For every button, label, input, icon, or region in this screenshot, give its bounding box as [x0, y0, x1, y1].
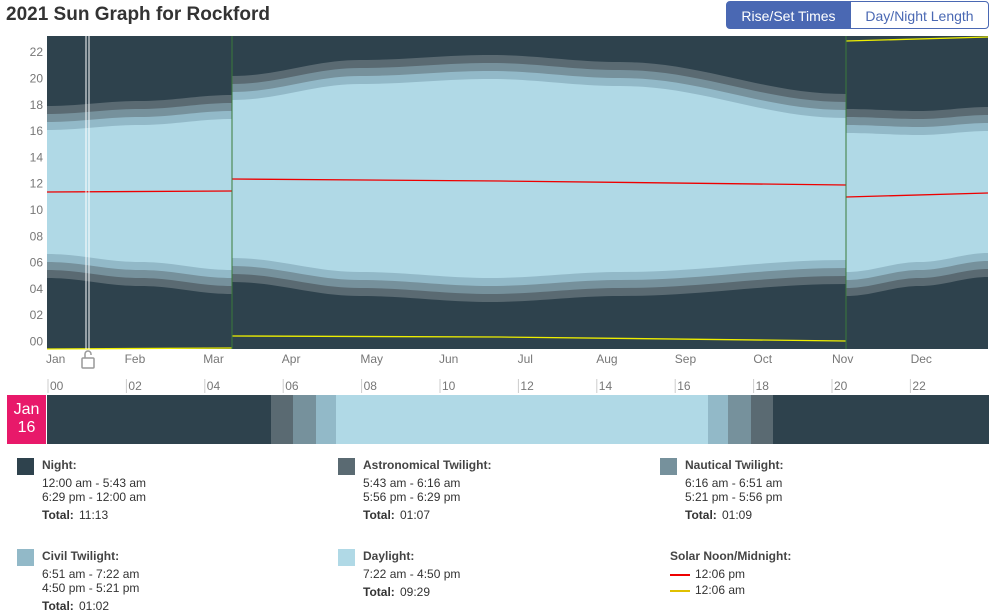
legend-time: 5:43 am - 6:16 am: [363, 476, 461, 490]
y-tick-label: 18: [30, 98, 44, 112]
hour-label: 16: [677, 379, 691, 393]
title: 2021 Sun Graph for Rockford: [6, 4, 270, 25]
legend-time: 7:22 am - 4:50 pm: [363, 567, 461, 581]
legend-time: 6:29 pm - 12:00 am: [42, 490, 147, 504]
y-tick-label: 14: [30, 150, 44, 164]
hour-label: 12: [520, 379, 534, 393]
y-tick-label: 00: [30, 334, 44, 348]
y-tick-label: 08: [30, 229, 44, 243]
legend-total: 09:29: [400, 585, 431, 599]
month-label: Aug: [596, 352, 617, 366]
hour-label: 18: [756, 379, 770, 393]
solar-title: Solar Noon/Midnight:: [670, 549, 792, 563]
band: [47, 119, 232, 270]
noon-line: [46, 190, 233, 193]
month-label: Jan: [46, 352, 65, 366]
midnight-line: [46, 347, 233, 350]
y-tick-label: 12: [30, 177, 44, 191]
legend-name: Astronomical Twilight:: [363, 458, 492, 472]
month-label: Jul: [518, 352, 533, 366]
y-tick-label: 10: [30, 203, 44, 217]
noon-line: [845, 192, 989, 198]
legend-name: Daylight:: [363, 549, 415, 563]
noon-line: [231, 178, 847, 186]
legend-time: 5:21 pm - 5:56 pm: [685, 490, 783, 504]
hour-label: 20: [834, 379, 848, 393]
legend-time: 6:16 am - 6:51 am: [685, 476, 783, 490]
midnight-swatch: [670, 590, 690, 592]
month-label: May: [360, 352, 383, 366]
legend-total-label: Total:: [685, 508, 717, 522]
hour-label: 02: [128, 379, 142, 393]
month-label: Nov: [832, 352, 853, 366]
month-label: Jun: [439, 352, 458, 366]
midnight-line: [845, 36, 989, 42]
swatch: [17, 458, 34, 475]
y-tick-label: 04: [30, 282, 44, 296]
hour-label: 08: [364, 379, 378, 393]
hour-label: 04: [207, 379, 221, 393]
midnight-time: 12:06 am: [695, 583, 746, 597]
legend-item: Nautical Twilight: 6:16 am - 6:51 am 5:21 …: [685, 458, 965, 522]
legend-total: 01:02: [79, 599, 110, 613]
band: [846, 131, 988, 272]
legend-item: Astronomical Twilight: 5:43 am - 6:16 am 5…: [363, 458, 643, 522]
month-label: Mar: [203, 352, 224, 366]
month-label: Apr: [282, 352, 301, 366]
legend-time: 6:51 am - 7:22 am: [42, 567, 140, 581]
month-label: Dec: [911, 352, 932, 366]
bands: [47, 55, 988, 302]
solar-legend: Solar Noon/Midnight: 12:06 pm 12:06 am: [670, 549, 870, 604]
legend-total: 01:07: [400, 508, 431, 522]
day-bar: [47, 395, 989, 444]
legend-item: Daylight: 7:22 am - 4:50 pm Total: 09:29: [363, 549, 643, 609]
lock-icon[interactable]: [81, 350, 95, 369]
legend-total: 11:13: [79, 508, 109, 522]
date-day: 16: [17, 419, 36, 436]
legend-name: Night:: [42, 458, 77, 472]
legend-total: 01:09: [722, 508, 753, 522]
month-label: Oct: [753, 352, 772, 366]
y-tick-label: 22: [30, 45, 44, 59]
legend-time: 5:56 pm - 6:29 pm: [363, 490, 461, 504]
legend-total-label: Total:: [363, 508, 395, 522]
noon-time: 12:06 pm: [695, 567, 746, 581]
hour-label: 10: [442, 379, 456, 393]
swatch: [17, 549, 34, 566]
date-month: Jan: [13, 401, 40, 418]
legend-total-label: Total:: [42, 508, 74, 522]
swatch: [660, 458, 677, 475]
legend-name: Civil Twilight:: [42, 549, 120, 563]
tab[interactable]: Day/Night Length: [850, 1, 989, 29]
y-tick-label: 20: [30, 71, 44, 85]
legend-total-label: Total:: [363, 585, 395, 599]
hour-label: 00: [50, 379, 64, 393]
y-tick-label: 16: [30, 124, 44, 138]
legend-time: 12:00 am - 5:43 am: [42, 476, 147, 490]
month-label: Feb: [125, 352, 146, 366]
y-tick-label: 06: [30, 256, 44, 270]
swatch: [338, 549, 355, 566]
legend-time: 4:50 pm - 5:21 pm: [42, 581, 140, 595]
hour-label: 06: [285, 379, 299, 393]
legend-item: Night: 12:00 am - 5:43 am 6:29 pm - 12:00 …: [42, 458, 322, 522]
date-badge: Jan 16: [7, 395, 46, 444]
hour-label: 14: [599, 379, 613, 393]
legend-name: Nautical Twilight:: [685, 458, 784, 472]
noon-swatch: [670, 574, 690, 576]
month-label: Sep: [675, 352, 697, 366]
legend-item: Civil Twilight: 6:51 am - 7:22 am 4:50 pm …: [42, 549, 322, 613]
legend-total-label: Total:: [42, 599, 74, 613]
hour-label: 22: [912, 379, 926, 393]
midnight-line: [231, 335, 847, 342]
band: [232, 79, 846, 278]
y-tick-label: 02: [30, 308, 44, 322]
swatch: [338, 458, 355, 475]
